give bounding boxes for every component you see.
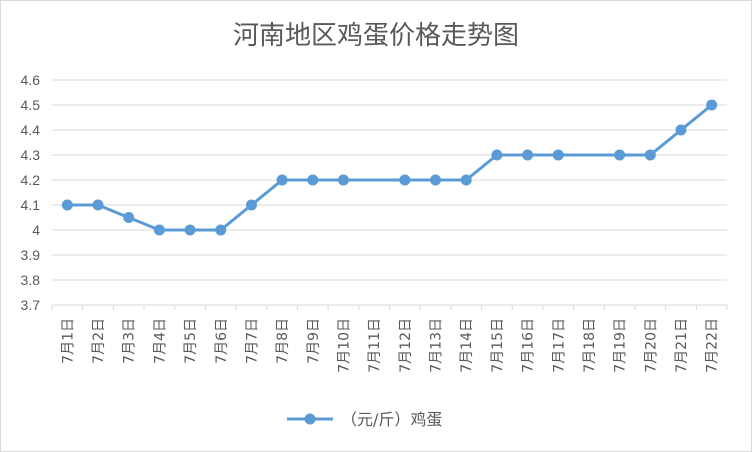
x-tick-label: 7月13日 [429,318,445,373]
x-tick-label: 7月14日 [459,318,475,373]
legend-label: （元/斤）鸡蛋 [341,410,442,429]
y-tick-label: 4.6 [21,72,41,88]
x-tick-label: 7月18日 [582,318,598,373]
data-point [614,149,626,161]
y-tick-label: 4 [32,222,40,238]
data-point [706,99,718,111]
data-point [123,212,135,223]
data-point [552,149,564,161]
data-point [61,199,73,211]
x-tick-label: 7月11日 [367,318,383,373]
x-tick-label: 7月21日 [674,318,690,373]
y-tick-label: 4.2 [21,172,41,188]
x-tick-label: 7月4日 [152,318,168,364]
data-point [215,224,227,236]
x-tick-label: 7月9日 [306,318,322,364]
data-point [399,174,411,186]
x-tick-label: 7月6日 [214,318,230,364]
data-point [430,174,442,186]
x-tick-label: 7月8日 [275,318,291,364]
data-point [307,174,319,186]
y-tick-label: 4.5 [21,97,41,113]
data-point [675,124,687,136]
x-tick-label: 7月1日 [60,318,76,364]
data-point [92,199,104,211]
legend-marker-swatch [304,413,316,425]
data-point [337,174,349,186]
chart-title: 河南地区鸡蛋价格走势图 [233,21,519,51]
data-point [184,224,196,236]
y-tick-label: 3.9 [21,247,41,263]
x-tick-label: 7月5日 [183,318,199,364]
x-tick-label: 7月10日 [336,318,352,373]
data-point [276,174,288,186]
data-point [644,149,656,161]
x-tick-label: 7月17日 [551,318,567,373]
x-tick-label: 7月7日 [244,318,260,364]
x-tick-label: 7月12日 [398,318,414,373]
x-tick-label: 7月19日 [613,318,629,373]
y-tick-label: 4.4 [21,122,41,138]
x-tick-label: 7月22日 [705,318,721,373]
y-tick-label: 3.7 [21,297,41,313]
data-point [245,199,257,211]
data-point [460,174,472,186]
y-axis-labels: 4.6 4.5 4.4 4.3 4.2 4.1 4 3.9 3.8 3.7 [21,72,41,313]
x-axis-labels: 7月1日 7月2日 7月3日 7月4日 7月5日 7月6日 7月7日 7月8日 7月9日 7月10… [60,318,720,373]
y-tick-label: 3.8 [21,272,41,288]
legend: （元/斤）鸡蛋 [287,410,442,429]
data-point [522,149,534,161]
data-point [491,149,503,161]
x-tick-label: 7月2日 [91,318,107,364]
y-tick-label: 4.1 [21,197,41,213]
x-tick-label: 7月20日 [643,318,659,373]
series-layer [61,99,718,236]
x-tick-label: 7月3日 [122,318,138,364]
data-point [153,224,165,236]
x-tick-label: 7月16日 [521,318,537,373]
x-tick-label: 7月15日 [490,318,506,373]
y-tick-label: 4.3 [21,147,41,163]
